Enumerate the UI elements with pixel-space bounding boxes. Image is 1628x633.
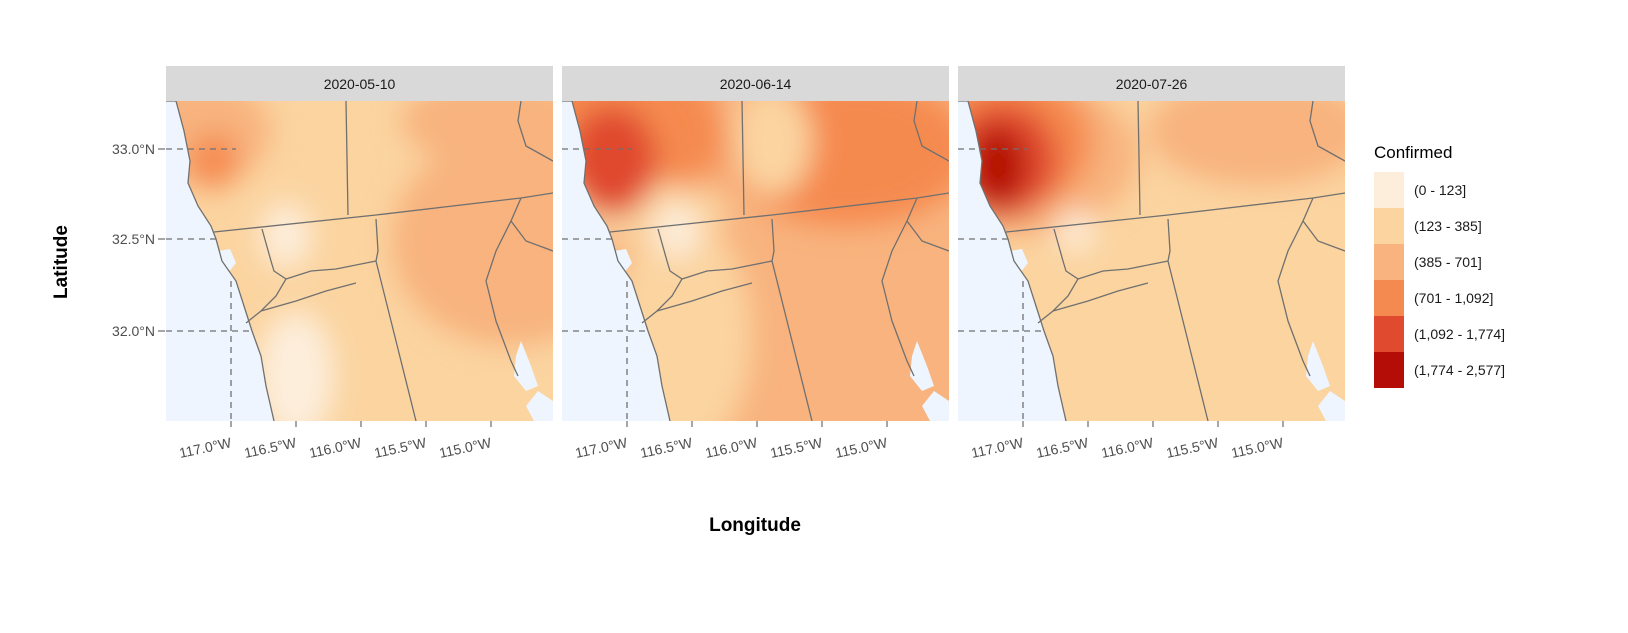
legend-swatch [1374, 208, 1404, 244]
y-tick-label: 33.0°N [112, 141, 155, 157]
y-tick-label: 32.5°N [112, 231, 155, 247]
x-tick-label: 116.0°W [704, 434, 760, 461]
legend-label: (1,774 - 2,577] [1414, 362, 1505, 378]
legend: Confirmed (0 - 123] (123 - 385] (385 - 701… [1374, 143, 1505, 388]
y-tick-label: 32.0°N [112, 323, 155, 339]
x-tick-label: 115.0°W [1230, 434, 1286, 461]
legend-swatch [1374, 172, 1404, 208]
x-tick-label: 117.0°W [574, 434, 630, 461]
legend-label: (701 - 1,092] [1414, 290, 1493, 306]
facet-panel-2020-07-26: 2020-07-26 [958, 66, 1345, 421]
legend-swatch [1374, 352, 1404, 388]
facet-panel-2020-05-10: 2020-05-10 [166, 66, 553, 421]
x-tick-label: 117.0°W [970, 434, 1026, 461]
x-tick-label: 115.5°W [373, 434, 429, 461]
x-tick-label: 115.5°W [1165, 434, 1221, 461]
legend-label: (1,092 - 1,774] [1414, 326, 1505, 342]
x-tick-label: 116.5°W [243, 434, 299, 461]
x-axis-ticks-panel-2: 117.0°W 116.5°W 116.0°W 115.5°W 115.0°W [574, 434, 890, 461]
x-axis-title: Longitude [709, 515, 801, 536]
x-tick-label: 115.0°W [438, 434, 494, 461]
legend-title: Confirmed [1374, 143, 1452, 162]
y-axis-title: Latitude [51, 225, 72, 299]
facet-strip [562, 66, 949, 101]
facet-panel-2020-06-14: 2020-06-14 [562, 66, 949, 421]
x-tick-label: 117.0°W [178, 434, 234, 461]
x-tick-marks [230, 421, 1284, 427]
x-tick-label: 115.5°W [769, 434, 825, 461]
legend-label: (0 - 123] [1414, 182, 1466, 198]
facet-strip-label: 2020-07-26 [1116, 76, 1188, 92]
map-area [166, 101, 553, 421]
x-tick-label: 116.0°W [1100, 434, 1156, 461]
legend-label: (123 - 385] [1414, 218, 1482, 234]
legend-swatch [1374, 280, 1404, 316]
facet-strip [166, 66, 553, 101]
x-axis-ticks-panel-3: 117.0°W 116.5°W 116.0°W 115.5°W 115.0°W [970, 434, 1286, 461]
map-area [958, 101, 1345, 421]
x-tick-label: 116.5°W [639, 434, 695, 461]
x-axis-ticks-panel-1: 117.0°W 116.5°W 116.0°W 115.5°W 115.0°W [178, 434, 494, 461]
y-axis-ticks: 33.0°N 32.5°N 32.0°N [112, 141, 165, 339]
x-tick-label: 116.5°W [1035, 434, 1091, 461]
map-area [562, 101, 949, 421]
legend-swatch [1374, 244, 1404, 280]
x-tick-label: 116.0°W [308, 434, 364, 461]
facet-strip [958, 66, 1345, 101]
x-tick-label: 115.0°W [834, 434, 890, 461]
facet-strip-label: 2020-05-10 [324, 76, 396, 92]
legend-label: (385 - 701] [1414, 254, 1482, 270]
facet-strip-label: 2020-06-14 [720, 76, 792, 92]
legend-swatch [1374, 316, 1404, 352]
